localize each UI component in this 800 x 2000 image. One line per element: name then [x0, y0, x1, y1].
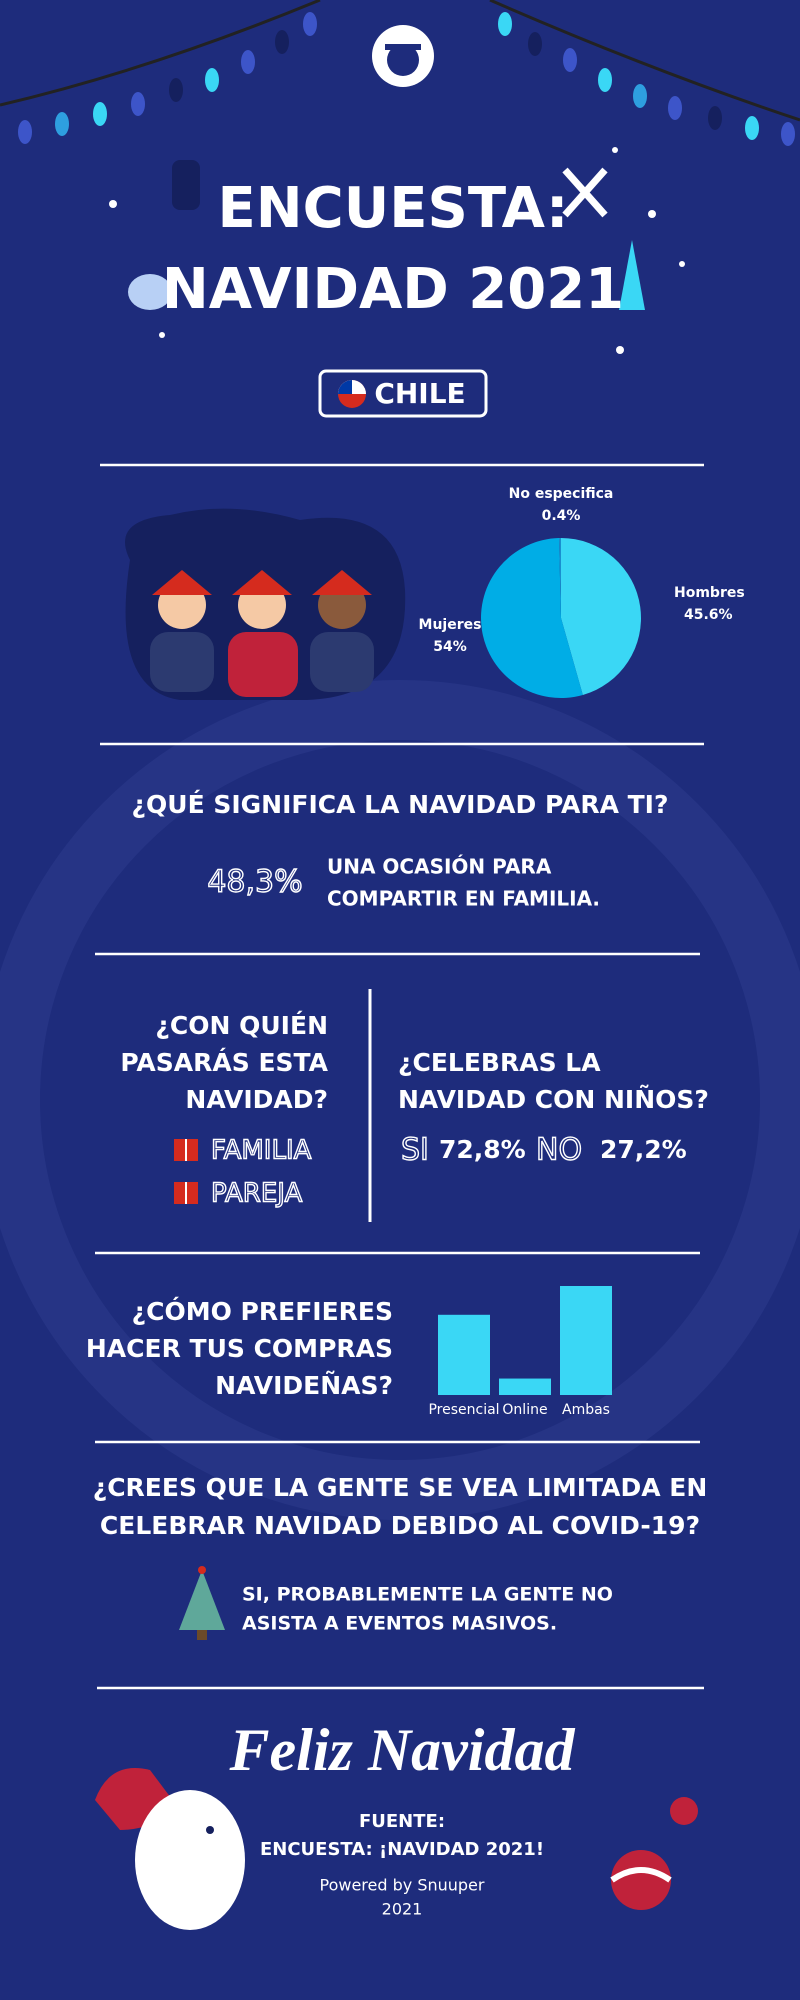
question: ¿CON QUIÉN — [155, 1011, 328, 1040]
slice-label: Mujeres — [419, 617, 482, 633]
watermark — [0, 680, 800, 1520]
gift-icon — [174, 1139, 198, 1161]
answer: PAREJA — [211, 1179, 303, 1209]
question: CELEBRAR NAVIDAD DEBIDO AL COVID-19? — [100, 1511, 700, 1540]
greeting: Feliz Navidad — [229, 1717, 576, 1783]
slice-value: 0.4% — [542, 508, 581, 524]
bar-label: Presencial — [428, 1402, 499, 1418]
slice-value: 45.6% — [684, 607, 733, 623]
answer: COMPARTIR EN FAMILIA. — [327, 887, 600, 911]
slice-label: Hombres — [674, 585, 745, 601]
stars — [109, 147, 685, 354]
bar-chart: Presencial Online Ambas — [428, 1286, 612, 1418]
title-line: NAVIDAD 2021 — [162, 257, 624, 322]
option: NO — [536, 1133, 582, 1168]
title-line: ENCUESTA: — [218, 176, 569, 241]
question: ¿CREES QUE LA GENTE SE VEA LIMITADA EN — [93, 1473, 708, 1502]
question: PASARÁS ESTA — [120, 1048, 328, 1077]
option: SI — [401, 1133, 429, 1168]
slice-label: No especifica — [509, 486, 614, 502]
pie-slice — [481, 538, 583, 699]
country-badge — [318, 369, 488, 418]
source-label: FUENTE: — [359, 1811, 445, 1832]
answer: SI, PROBABLEMENTE LA GENTE NO — [242, 1584, 613, 1606]
bar — [438, 1314, 490, 1395]
percentage: 72,8% — [439, 1135, 526, 1164]
question: HACER TUS COMPRAS — [86, 1334, 393, 1363]
lights-garland — [0, 0, 800, 146]
question: ¿CELEBRAS LA — [398, 1048, 601, 1077]
bar — [560, 1286, 612, 1395]
answer: ASISTA A EVENTOS MASIVOS. — [242, 1613, 557, 1635]
bar-label: Online — [502, 1402, 547, 1418]
bar — [499, 1378, 551, 1395]
answer: FAMILIA — [211, 1136, 312, 1166]
gift-icon — [174, 1182, 198, 1204]
bar-label: Ambas — [562, 1402, 610, 1418]
logo — [372, 25, 434, 87]
carolers-illustration — [125, 508, 406, 700]
question: ¿QUÉ SIGNIFICA LA NAVIDAD PARA TI? — [132, 790, 669, 819]
source: ENCUESTA: ¡NAVIDAD 2021! — [260, 1839, 544, 1860]
percentage: 27,2% — [600, 1135, 687, 1164]
dog-illustration — [95, 1768, 245, 1930]
slice-value: 54% — [433, 639, 467, 655]
credit: Powered by Snuuper — [320, 1876, 485, 1895]
question: NAVIDEÑAS? — [215, 1371, 393, 1400]
pie-slice — [561, 538, 642, 695]
ornaments — [610, 1797, 698, 1910]
country: CHILE — [374, 377, 465, 410]
decor-icons — [128, 160, 645, 310]
pie-chart: Hombres 45.6% Mujeres 54% No especifica 0.4% — [419, 486, 745, 699]
question: NAVIDAD CON NIÑOS? — [398, 1085, 709, 1114]
tree-icon — [179, 1566, 225, 1640]
year: 2021 — [382, 1900, 423, 1919]
flag — [338, 380, 366, 408]
question: ¿CÓMO PREFIERES — [132, 1296, 393, 1326]
question: NAVIDAD? — [185, 1085, 328, 1114]
percentage: 48,3% — [207, 865, 302, 900]
answer: UNA OCASIÓN PARA — [327, 855, 552, 879]
pie-slice — [558, 538, 561, 618]
